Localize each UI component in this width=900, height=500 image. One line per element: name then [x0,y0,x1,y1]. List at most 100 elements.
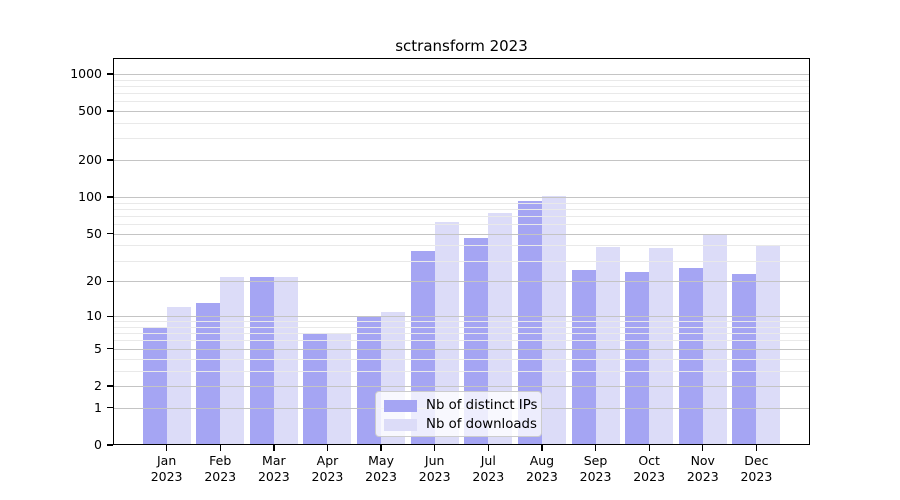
x-tick-may [380,445,382,451]
major-gridline-20 [113,281,810,283]
chart-title: sctransform 2023 [395,37,528,55]
x-tick-sep [594,445,597,451]
bar-downloads-sep [595,246,620,445]
bar-ips-oct [625,272,650,445]
legend: Nb of distinct IPs Nb of downloads [375,391,542,437]
x-tick-label-jul: Jul 2023 [458,453,518,484]
x-tick-year: 2023 [311,468,344,484]
legend-item-downloads: Nb of downloads [384,417,537,432]
x-tick-label-aug: Aug 2023 [512,453,572,484]
x-tick-year: 2023 [686,468,719,484]
x-tick-year: 2023 [633,468,666,484]
minor-gridline-70 [113,215,810,217]
y-tick-label-1: 1 [94,399,102,415]
bar-downloads-oct [649,248,674,445]
minor-gridline-9 [113,321,810,323]
x-tick-label-oct: Oct 2023 [619,453,679,484]
minor-gridline-700 [113,92,810,94]
y-tick-1000 [107,73,113,75]
major-gridline-10 [113,316,810,318]
minor-gridline-3 [113,370,810,372]
y-tick-label-5: 5 [94,340,102,356]
bar-downloads-nov [702,233,727,445]
x-tick-oct [648,445,650,451]
y-tick-5 [107,348,113,350]
minor-gridline-4 [113,358,810,360]
bar-ips-mar [249,276,274,445]
y-tick-10 [107,315,113,317]
x-tick-month: May [368,453,394,468]
x-tick-year: 2023 [472,468,505,484]
x-tick-label-nov: Nov 2023 [673,453,733,484]
x-tick-year: 2023 [204,468,237,484]
bar-ips-jan [142,326,167,445]
y-tick-label-2: 2 [94,377,102,393]
y-tick-200 [107,159,113,161]
y-tick-0 [107,444,113,446]
x-tick-month: Dec [744,453,769,468]
y-tick-label-50: 50 [86,225,102,241]
minor-gridline-80 [113,208,810,210]
x-tick-label-may: May 2023 [351,453,411,484]
bar-downloads-apr [327,333,352,445]
major-gridline-2 [113,385,810,387]
y-tick-1 [107,407,113,409]
y-tick-label-1000: 1000 [70,65,102,81]
y-tick-label-10: 10 [86,308,102,324]
x-tick-year: 2023 [257,468,290,484]
y-tick-label-200: 200 [78,152,102,168]
x-tick-label-jan: Jan 2023 [137,453,197,484]
minor-gridline-7 [113,333,810,335]
x-tick-label-dec: Dec 2023 [726,453,786,484]
x-tick-month: Jul [480,453,496,468]
bar-downloads-mar [273,276,298,445]
x-tick-month: Mar [262,453,286,468]
bar-downloads-feb [220,276,245,445]
bar-ips-dec [732,274,757,445]
major-gridline-100 [113,197,810,199]
minor-gridline-900 [113,79,810,81]
y-tick-2 [107,385,113,387]
minor-gridline-800 [113,85,810,87]
plot-border [113,58,810,445]
x-tick-aug [541,445,543,451]
x-tick-jan [166,445,168,451]
y-tick-20 [107,280,113,283]
x-tick-mar [273,445,275,451]
y-tick-100 [107,196,113,198]
y-tick-label-100: 100 [78,189,102,205]
x-tick-year: 2023 [365,468,397,484]
x-tick-label-apr: Apr 2023 [297,453,357,484]
bar-ips-apr [303,333,328,445]
x-tick-month: Jan [156,453,177,468]
major-gridline-5 [113,348,810,350]
minor-gridline-40 [113,245,810,247]
x-tick-year: 2023 [150,468,183,484]
legend-label: Nb of distinct IPs [426,398,538,413]
x-tick-month: Jun [424,453,445,468]
x-tick-jul [487,445,489,451]
x-tick-month: Aug [529,453,555,468]
minor-gridline-600 [113,101,810,103]
minor-gridline-6 [113,340,810,342]
legend-swatch-icon [384,399,417,412]
bar-downloads-dec [756,245,781,445]
minor-gridline-300 [113,138,810,140]
x-tick-month: Apr [316,453,339,468]
x-tick-feb [219,445,221,451]
x-tick-month: Sep [583,453,608,468]
y-tick-label-500: 500 [78,103,102,119]
x-tick-label-mar: Mar 2023 [244,453,304,484]
minor-gridline-30 [113,260,810,262]
x-tick-year: 2023 [740,468,773,484]
x-tick-month: Feb [209,453,232,468]
minor-gridline-90 [113,202,810,204]
legend-label: Nb of downloads [426,417,537,432]
bar-ips-nov [678,267,703,445]
x-tick-month: Nov [690,453,715,468]
major-gridline-200 [113,160,810,162]
bar-downloads-jan [166,307,191,445]
legend-swatch-icon [384,418,417,431]
x-tick-dec [755,445,758,451]
